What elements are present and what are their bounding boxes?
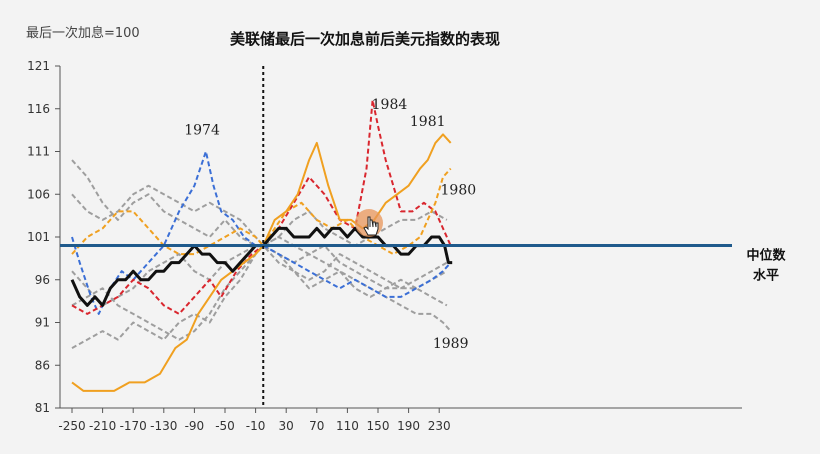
series-annotation: 1974 bbox=[184, 122, 220, 138]
series-annotation: 1981 bbox=[410, 114, 446, 130]
series-line-1974 bbox=[71, 150, 264, 315]
series-line-1980 bbox=[71, 167, 452, 256]
y-tick-label: 81 bbox=[35, 401, 50, 415]
x-tick-label: 230 bbox=[428, 419, 451, 433]
series-line-line-9 bbox=[262, 244, 452, 298]
y-tick-label: 111 bbox=[27, 145, 50, 159]
series-annotation: 1984 bbox=[372, 97, 408, 113]
y-tick-label: 106 bbox=[27, 187, 50, 201]
x-tick-label: 30 bbox=[279, 419, 294, 433]
series-annotation: 1989 bbox=[433, 336, 469, 352]
series-annotation: 1980 bbox=[441, 182, 477, 198]
x-tick-label: -50 bbox=[215, 419, 235, 433]
series-line-1984 bbox=[71, 99, 452, 315]
x-tick-label: -90 bbox=[185, 419, 205, 433]
x-tick-label: -210 bbox=[89, 419, 116, 433]
series-layer bbox=[70, 99, 453, 392]
series-line-line-4 bbox=[71, 159, 452, 332]
y-tick-label: 101 bbox=[27, 230, 50, 244]
y-tick-label: 91 bbox=[35, 316, 50, 330]
base-note: 最后一次加息=100 bbox=[26, 26, 140, 41]
chart-title: 美联储最后一次加息前后美元指数的表现 bbox=[230, 30, 501, 48]
y-tick-label: 121 bbox=[27, 59, 50, 73]
x-tick-label: 150 bbox=[367, 419, 390, 433]
y-tick-label: 96 bbox=[35, 273, 50, 287]
series-line-line-10 bbox=[70, 226, 453, 307]
median-label-line: 中位数 bbox=[746, 248, 786, 264]
x-tick-label: -170 bbox=[120, 419, 147, 433]
series-line-line-6 bbox=[71, 184, 448, 247]
hand-cursor-icon bbox=[363, 216, 379, 236]
x-tick-label: 110 bbox=[336, 419, 359, 433]
x-tick-label: 190 bbox=[397, 419, 420, 433]
series-line-1981 bbox=[71, 133, 452, 392]
y-tick-label: 86 bbox=[35, 358, 50, 372]
x-tick-label: -10 bbox=[246, 419, 266, 433]
x-tick-label: -130 bbox=[150, 419, 177, 433]
median-label-line: 水平 bbox=[753, 268, 779, 284]
x-tick-label: 70 bbox=[309, 419, 324, 433]
x-tick-label: -250 bbox=[58, 419, 85, 433]
y-tick-label: 116 bbox=[27, 102, 50, 116]
